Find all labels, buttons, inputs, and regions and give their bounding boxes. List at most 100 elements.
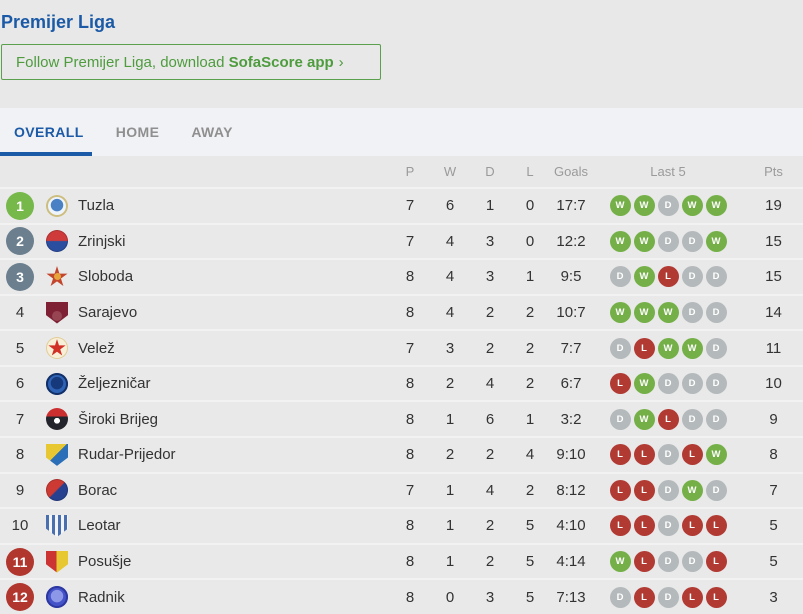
draws-value: 3 — [485, 588, 495, 606]
position-cell: 9 — [0, 476, 40, 504]
position-badge: 2 — [6, 227, 34, 256]
table-row[interactable]: 1 Tuzla 7 6 1 0 17:7 W W D W W 19 — [0, 187, 803, 223]
losses-value: 5 — [525, 588, 535, 606]
position-cell: 12 — [0, 583, 40, 612]
goals-value: 12:2 — [556, 232, 586, 250]
form-badge-d: D — [609, 586, 631, 608]
table-row[interactable]: 5 Velež 7 3 2 2 7:7 D L W W D 11 — [0, 329, 803, 365]
team-name: Sloboda — [78, 268, 134, 286]
draws-value: 2 — [485, 517, 495, 535]
position-badge: 12 — [6, 583, 34, 612]
played-value: 8 — [405, 588, 415, 606]
form-badge-d: D — [681, 408, 703, 430]
losses-value: 5 — [525, 517, 535, 535]
form-badge-l: L — [705, 515, 727, 537]
losses-value: 0 — [525, 197, 535, 215]
team-logo — [46, 301, 68, 324]
team-name: Široki Brijeg — [78, 410, 159, 428]
wins-value: 4 — [445, 232, 455, 250]
table-row[interactable]: 7 Široki Brijeg 8 1 6 1 3:2 D W L D D 9 — [0, 400, 803, 437]
wins-value: 3 — [445, 339, 455, 357]
wins-value: 1 — [445, 553, 455, 571]
logo-cell — [40, 337, 74, 360]
form-badge-w: W — [633, 302, 655, 324]
table-row[interactable]: 10 Leotar 8 1 2 5 4:10 L L D L L 5 — [0, 507, 803, 543]
form-badge-l: L — [609, 515, 631, 537]
wins-value: 1 — [445, 481, 455, 499]
form-badge-w: W — [681, 337, 703, 359]
tab-away[interactable]: AWAY — [191, 124, 233, 140]
position-badge: 4 — [15, 304, 25, 322]
tab-overall[interactable]: OVERALL — [14, 124, 84, 140]
logo-cell — [40, 550, 74, 573]
team-logo — [46, 586, 68, 609]
losses-value: 0 — [525, 232, 535, 250]
form-badge-w: W — [681, 479, 703, 501]
form-badge-w: W — [609, 195, 631, 217]
team-logo — [46, 408, 68, 431]
team-name: Velež — [78, 339, 115, 357]
follow-league-button[interactable]: Follow Premijer Liga, download SofaScore… — [1, 44, 381, 80]
draws-value: 2 — [485, 304, 495, 322]
form-badge-l: L — [633, 586, 655, 608]
form-badge-w: W — [705, 230, 727, 252]
table-row[interactable]: 6 Željezničar 8 2 4 2 6:7 L W D D D 10 — [0, 364, 803, 401]
column-header-losses: L — [526, 164, 534, 179]
draws-value: 4 — [485, 481, 495, 499]
form-badge-w: W — [705, 195, 727, 217]
table-row[interactable]: 4 Sarajevo 8 4 2 2 10:7 W W W D D 14 — [0, 293, 803, 330]
table-row[interactable]: 3 Sloboda 8 4 3 1 9:5 D W L D D 15 — [0, 258, 803, 294]
draws-value: 2 — [485, 339, 495, 357]
form-badge-l: L — [705, 551, 727, 573]
form-badge-d: D — [657, 195, 679, 217]
form-badge-w: W — [633, 230, 655, 252]
team-name: Rudar-Prijedor — [78, 446, 176, 464]
table-row[interactable]: 12 Radnik 8 0 3 5 7:13 D L D L L 3 — [0, 578, 803, 614]
form-badge-d: D — [657, 230, 679, 252]
form-badge-d: D — [705, 408, 727, 430]
team-name: Radnik — [78, 588, 125, 606]
form-badge-w: W — [705, 444, 727, 466]
form-badge-w: W — [609, 302, 631, 324]
played-value: 8 — [405, 268, 415, 286]
form-badge-d: D — [705, 373, 727, 395]
goals-value: 4:14 — [556, 553, 586, 571]
points-value: 15 — [765, 232, 782, 250]
position-badge: 9 — [15, 481, 25, 499]
tab-home[interactable]: HOME — [115, 124, 160, 140]
table-row[interactable]: 9 Borac 7 1 4 2 8:12 L L D W D 7 — [0, 471, 803, 508]
losses-value: 2 — [525, 375, 535, 393]
form-badge-w: W — [657, 337, 679, 359]
played-value: 7 — [405, 197, 415, 215]
losses-value: 1 — [525, 268, 535, 286]
played-value: 8 — [405, 375, 415, 393]
table-row[interactable]: 8 Rudar-Prijedor 8 2 2 4 9:10 L L D L W 8 — [0, 436, 803, 472]
played-value: 8 — [405, 553, 415, 571]
position-cell: 5 — [0, 334, 40, 362]
form-badge-d: D — [609, 337, 631, 359]
table-row[interactable]: 11 Posušje 8 1 2 5 4:14 W L D D L 5 — [0, 542, 803, 579]
team-logo — [46, 514, 68, 537]
table-row[interactable]: 2 Zrinjski 7 4 3 0 12:2 W W D D W 15 — [0, 222, 803, 259]
goals-value: 9:10 — [556, 446, 586, 464]
position-badge: 7 — [15, 410, 25, 428]
form-badge-d: D — [657, 373, 679, 395]
form-badge-d: D — [705, 337, 727, 359]
form-badge-w: W — [609, 230, 631, 252]
played-value: 8 — [405, 446, 415, 464]
logo-cell — [40, 265, 74, 288]
played-value: 7 — [405, 232, 415, 250]
position-badge: 5 — [15, 339, 25, 357]
logo-cell — [40, 372, 74, 395]
points-value: 14 — [765, 304, 782, 322]
goals-value: 17:7 — [556, 197, 586, 215]
wins-value: 1 — [445, 410, 455, 428]
form-badge-l: L — [681, 444, 703, 466]
goals-value: 9:5 — [560, 268, 582, 286]
